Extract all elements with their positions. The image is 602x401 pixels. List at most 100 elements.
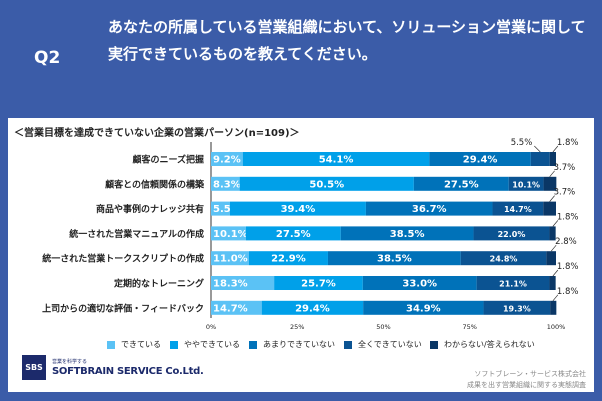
bar-segment <box>483 300 551 315</box>
logo-brand: SOFTBRAIN SERVICE Co.Ltd. <box>52 366 204 377</box>
bar-segment <box>340 226 474 241</box>
survey-name: 成果を出す営業組織に関する実態調査 <box>467 381 586 389</box>
leader-line <box>552 269 559 277</box>
data-label: 39.4% <box>281 204 316 215</box>
category-label: 定期的なトレーニング <box>113 278 204 290</box>
data-label: 25.7% <box>301 279 336 290</box>
bar-segment <box>543 201 556 216</box>
legend-label: ややできている <box>184 340 240 349</box>
leader-line <box>534 145 541 153</box>
legend-label: できている <box>121 340 161 349</box>
bar-segment <box>492 201 544 216</box>
leader-line <box>552 145 559 153</box>
logo-tagline: 営業を科学する <box>52 359 88 365</box>
legend-item: 全くできていない <box>344 339 422 350</box>
bar-segment <box>413 176 509 191</box>
bar-segment <box>211 276 275 290</box>
data-label: 34.9% <box>406 303 441 314</box>
leader-line <box>552 220 559 227</box>
bar-segment <box>543 176 557 191</box>
category-label: 顧客との信頼関係の構築 <box>105 178 205 190</box>
bar-segment <box>549 152 556 166</box>
legend-label: わからない/答えられない <box>444 340 535 349</box>
bar-segment <box>248 251 328 266</box>
category-label: 統一された営業トークスクリプトの作成 <box>42 253 204 265</box>
sbs-logo: SBS <box>22 355 46 380</box>
chart-title: ＜営業目標を達成できていない企業の営業パーソン(n=109)＞ <box>14 128 300 139</box>
leader-line <box>550 244 557 252</box>
data-label: 5.5% <box>213 204 241 215</box>
legend-label: 全くできていない <box>358 340 422 349</box>
bar-segment <box>239 176 414 191</box>
leader-line <box>549 195 555 202</box>
data-label: 8.3% <box>213 179 241 190</box>
bar-segment <box>546 251 556 266</box>
data-label: 27.5% <box>276 229 311 240</box>
bar-segment <box>211 251 249 266</box>
legend-swatch <box>107 340 115 349</box>
data-label: 27.5% <box>444 179 479 190</box>
data-label: 22.9% <box>271 254 306 265</box>
bar-segment <box>362 276 477 290</box>
data-label: 10.1% <box>512 180 540 189</box>
bar-segment <box>211 201 230 216</box>
data-label: 29.4% <box>295 303 330 314</box>
data-label: 2.8% <box>555 237 577 247</box>
bar-segment <box>365 201 493 216</box>
data-label: 33.0% <box>402 279 437 290</box>
legend-swatch <box>430 340 438 349</box>
bar-segment <box>211 226 246 241</box>
data-label: 38.5% <box>390 229 425 240</box>
data-label: 9.2% <box>213 155 241 166</box>
data-label: 38.5% <box>377 254 412 265</box>
leader-line <box>549 170 555 178</box>
data-label: 50.5% <box>309 179 344 190</box>
legend-item: ややできている <box>170 339 240 350</box>
data-label: 54.1% <box>319 155 354 166</box>
data-label: 10.1% <box>213 229 248 240</box>
bar-segment <box>530 152 550 166</box>
bar-segment <box>274 276 363 290</box>
data-label: 21.1% <box>499 280 527 289</box>
bar-segment <box>327 251 461 266</box>
data-label: 3.7% <box>554 188 576 198</box>
legend-item: あまりできていない <box>249 339 335 350</box>
bar-segment <box>460 251 547 266</box>
bar-segment <box>229 201 366 216</box>
legend-item: わからない/答えられない <box>430 339 535 350</box>
x-tick-label: 0% <box>206 323 216 331</box>
category-label: 商品や事例のナレッジ共有 <box>96 203 204 215</box>
data-label: 18.3% <box>213 279 248 290</box>
x-tick-label: 25% <box>290 323 304 331</box>
data-label: 19.3% <box>503 304 531 313</box>
bar-segment <box>245 226 341 241</box>
data-label: 5.5% <box>511 138 533 148</box>
bar-segment <box>476 276 550 290</box>
data-label: 22.0% <box>498 230 526 239</box>
data-label: 3.7% <box>554 163 576 173</box>
data-label: 14.7% <box>504 205 532 214</box>
category-label: 上司からの適切な評価・フィードバック <box>42 302 204 314</box>
bar-segment <box>261 300 364 315</box>
bar-segment <box>549 276 556 290</box>
data-label: 36.7% <box>412 204 447 215</box>
data-label: 29.4% <box>463 155 498 166</box>
leader-line <box>552 294 559 302</box>
legend-swatch <box>344 340 352 349</box>
data-label: 11.0% <box>213 254 248 265</box>
data-label: 24.8% <box>490 255 518 264</box>
question-number: Q2 <box>34 48 61 68</box>
legend-item: できている <box>107 339 161 350</box>
bar-segment <box>211 176 240 191</box>
data-label: 14.7% <box>213 303 248 314</box>
data-label: 1.8% <box>557 287 579 297</box>
bar-segment <box>549 226 556 241</box>
bar-segment <box>211 152 243 166</box>
bar-segment <box>550 300 557 315</box>
data-label: 1.8% <box>557 138 579 148</box>
x-tick-label: 50% <box>376 323 390 331</box>
bar-segment <box>211 300 262 315</box>
legend-swatch <box>170 340 178 349</box>
question-text: あなたの所属している営業組織において、ソリューション営業に関して実行できているも… <box>108 18 586 63</box>
